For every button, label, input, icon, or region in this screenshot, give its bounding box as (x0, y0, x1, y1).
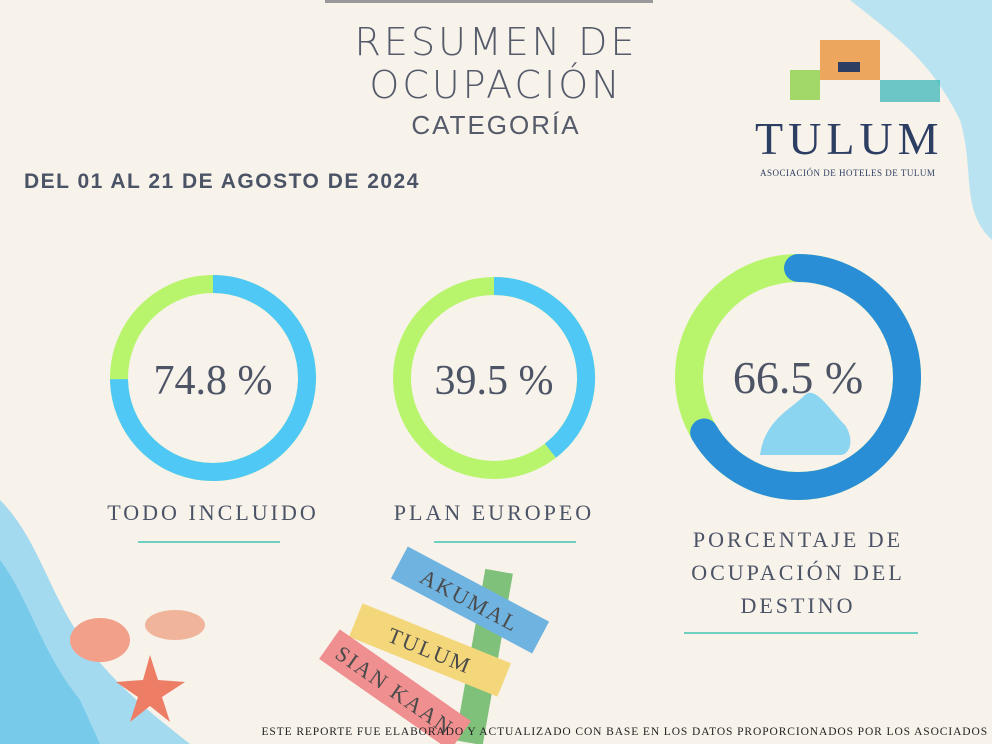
shell (70, 610, 205, 722)
value-label: 74.8 % (154, 358, 273, 404)
wave (850, 0, 992, 240)
sign-board (390, 546, 550, 654)
donut-arc (493, 277, 595, 458)
subtitle: CATEGORÍA (411, 110, 581, 140)
splash (760, 392, 851, 455)
title: RESUMEN DE (354, 20, 638, 64)
value-label: 39.5 % (435, 358, 554, 404)
underline (138, 541, 280, 543)
category-label: TODO INCLUIDO (107, 500, 319, 525)
value-label: 66.5 % (733, 352, 863, 403)
logo-tagline: ASOCIACIÓN DE HOTELES DE TULUM (760, 168, 936, 178)
footer: ESTE REPORTE FUE ELABORADO Y ACTUALIZADO… (261, 726, 988, 738)
sign-board (349, 603, 511, 697)
donut-arc (110, 275, 316, 481)
top-bar (325, 0, 653, 3)
logo-name: TULUM (755, 113, 944, 164)
category-label: PORCENTAJE DE OCUPACIÓN DEL DESTINO (691, 527, 905, 618)
title: OCUPACIÓN (369, 63, 623, 107)
date-range: DEL 01 AL 21 DE AGOSTO DE 2024 (24, 170, 420, 193)
donut-arc (690, 254, 921, 500)
sign-board (319, 629, 471, 744)
category-label: PLAN EUROPEO (393, 500, 595, 525)
underline (684, 632, 918, 634)
wave (0, 560, 100, 744)
logo-mark (790, 40, 940, 102)
underline (434, 541, 576, 543)
